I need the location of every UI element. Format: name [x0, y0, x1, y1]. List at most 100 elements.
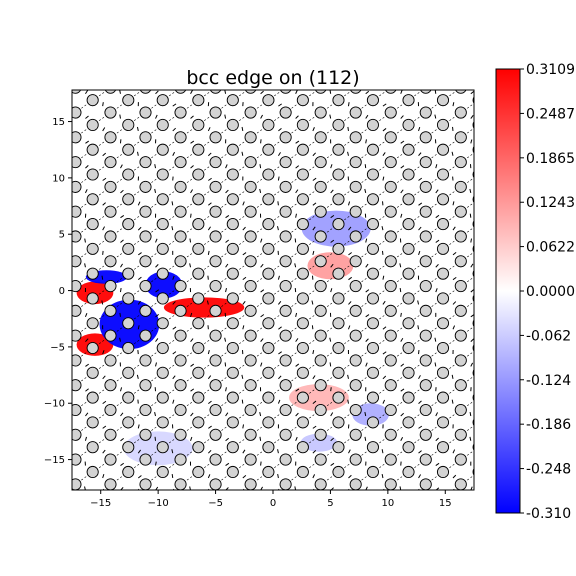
displacement-arrow [434, 337, 437, 342]
atom-marker [72, 379, 82, 392]
atom-marker [174, 329, 187, 342]
atom-marker [296, 391, 309, 404]
displacement-arrow [259, 436, 262, 441]
atom-marker [226, 193, 239, 206]
atom-marker [156, 292, 169, 305]
displacement-arrow [102, 375, 106, 380]
atom-marker [209, 280, 222, 293]
displacement-arrow [365, 114, 369, 119]
displacement-arrow [488, 251, 489, 255]
atom-marker [174, 379, 187, 392]
displacement-arrow [260, 238, 263, 243]
colorbar-tick-label: -0.186 [526, 417, 571, 433]
displacement-arrow [489, 153, 492, 156]
displacement-arrow [155, 338, 159, 342]
atom-marker [139, 453, 152, 466]
atom-marker [86, 94, 99, 107]
displacement-arrow [278, 326, 282, 330]
displacement-arrow [190, 412, 194, 417]
displacement-arrow [400, 165, 405, 169]
displacement-arrow [452, 325, 456, 330]
atom-marker [280, 90, 292, 94]
atom-marker [104, 403, 117, 417]
atom-marker [209, 131, 222, 144]
displacement-arrow [435, 263, 439, 268]
atom-marker [72, 90, 82, 94]
displacement-arrow [312, 375, 316, 380]
displacement-arrow [330, 214, 335, 219]
bond-line [251, 497, 268, 509]
atom-marker [244, 280, 257, 293]
colorbar-tick-label: 0.0000 [526, 284, 575, 300]
atom-marker [314, 280, 327, 293]
atom-marker [296, 267, 309, 280]
displacement-arrow [119, 114, 121, 119]
displacement-arrow [102, 474, 105, 479]
y-tick-label: 15 [52, 117, 65, 128]
displacement-arrow [452, 474, 457, 479]
atom-marker [156, 94, 169, 107]
displacement-arrow [295, 338, 299, 342]
displacement-arrow [207, 375, 212, 380]
atom-marker [419, 329, 432, 342]
displacement-arrow [225, 462, 230, 466]
colorbar: 0.3109 0.2487 0.1865 0.1243 0.0622 0.0000 -0.0… [495, 62, 575, 522]
atom-marker [296, 366, 309, 379]
displacement-arrow [382, 351, 387, 355]
displacement-arrow [171, 473, 174, 479]
displacement-arrow [277, 201, 279, 206]
displacement-arrow [470, 338, 474, 342]
atom-marker [227, 491, 238, 502]
atom-marker [139, 379, 152, 392]
displacement-arrow [489, 352, 492, 354]
displacement-arrow [400, 115, 404, 119]
displacement-arrow [329, 114, 332, 119]
atom-marker [104, 329, 117, 342]
atom-marker [436, 168, 450, 181]
atom-marker [104, 280, 117, 293]
atom-marker [262, 292, 275, 305]
atom-layer [72, 90, 474, 502]
atom-marker [454, 304, 467, 317]
atom-marker [104, 453, 117, 466]
x-tick-label: 15 [439, 498, 452, 509]
displacement-arrow [155, 114, 158, 119]
x-tick-label: −10 [148, 498, 169, 509]
displacement-arrow [242, 325, 245, 330]
atom-marker [349, 403, 362, 417]
atom-marker [472, 170, 474, 179]
displacement-arrow [295, 412, 299, 417]
atom-marker [192, 391, 205, 404]
atom-marker [72, 180, 82, 193]
colorbar-tick-label: -0.248 [526, 462, 571, 478]
atom-marker [262, 441, 275, 454]
displacement-arrow [489, 400, 491, 403]
atom-marker [472, 145, 474, 154]
atom-marker [209, 379, 222, 392]
displacement-arrow [120, 215, 125, 219]
displacement-arrow [365, 314, 370, 318]
displacement-arrow [348, 449, 351, 454]
atom-marker [156, 267, 169, 280]
bond-line [286, 497, 303, 509]
atom-marker [226, 242, 239, 255]
atom-marker [86, 341, 99, 355]
displacement-arrow [451, 151, 454, 156]
displacement-arrow [347, 102, 350, 107]
displacement-arrow [208, 400, 212, 405]
atom-marker [314, 304, 327, 317]
x-axis: −15 −10 −5 0 5 10 15 [90, 490, 452, 509]
atom-marker [244, 379, 257, 392]
atom-marker [122, 366, 135, 379]
atom-marker [226, 465, 239, 479]
atom-marker [314, 255, 327, 268]
atom-marker [436, 193, 450, 206]
atom-marker [174, 478, 187, 490]
atom-marker [209, 255, 222, 268]
atom-marker [86, 416, 99, 429]
displacement-arrow [365, 362, 368, 367]
atom-marker [244, 453, 257, 466]
displacement-arrow [365, 289, 370, 293]
atom-marker [436, 341, 450, 355]
atom-marker [156, 317, 169, 330]
